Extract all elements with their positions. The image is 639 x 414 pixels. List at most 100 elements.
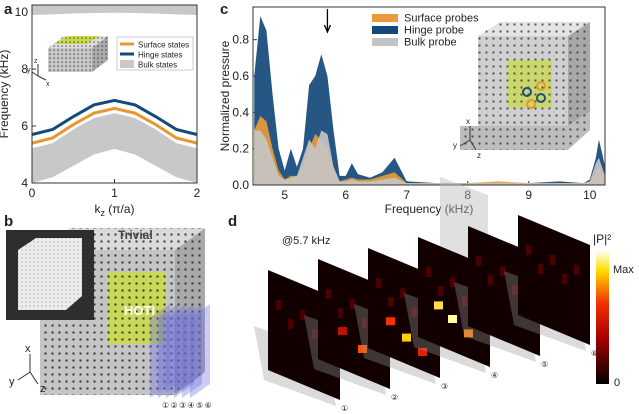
slice-texture: [300, 310, 305, 320]
x-tick-label: 1: [111, 186, 118, 200]
slice-label: ⑥: [591, 349, 598, 358]
hot-spot: [358, 345, 367, 353]
axis: [459, 139, 471, 147]
slice: [518, 215, 590, 345]
x-tick-label: 8: [464, 188, 471, 202]
axis-label: x: [25, 343, 31, 355]
slice-label: ①: [341, 404, 348, 413]
area: [254, 16, 605, 185]
line: [32, 98, 197, 137]
hot-spot: [418, 348, 427, 356]
panel-b: Trivial HOTI x y z: [6, 228, 210, 398]
legend-swatch: [372, 26, 398, 34]
axis: [17, 371, 31, 381]
trivial-label: Trivial: [118, 228, 153, 242]
slice-label: ④: [491, 371, 498, 380]
x-tick-label: 7: [403, 188, 410, 202]
axis-label: y: [9, 376, 15, 388]
slice-texture: [538, 264, 543, 274]
x-axis-label-part: (π/a): [105, 202, 135, 216]
colorbar-min: 0: [614, 377, 620, 389]
legend-label: Hinge states: [138, 51, 182, 60]
slice-texture: [550, 255, 555, 265]
slice-texture: [500, 266, 505, 276]
axis-label: y: [453, 141, 457, 150]
slice-plane: [166, 304, 186, 398]
annotation: @5.7 kHz: [282, 235, 330, 247]
bulk-band: [32, 5, 197, 15]
axis: [29, 371, 39, 385]
hot-spot: [338, 327, 347, 335]
slice-texture: [412, 307, 417, 317]
axis-label: y: [27, 67, 31, 74]
slice-texture: [562, 274, 567, 284]
line: [32, 106, 197, 145]
slice-label: ②: [391, 393, 398, 402]
plot-area: [32, 5, 197, 183]
slice-label: ④: [188, 401, 195, 410]
slice-texture: [512, 285, 517, 295]
panel-d: @5.7 kHz |P|² Max 0 ① ② ③ ④ ⑤ ⑥: [254, 177, 634, 413]
inset-c: x y z: [453, 22, 590, 160]
x-tick-label: 9: [525, 188, 532, 202]
panel-label: b: [4, 213, 13, 230]
hoti-label: HOTI: [124, 303, 155, 318]
plot-frame: [31, 4, 198, 184]
slice-texture: [574, 265, 579, 275]
slice-label: ③: [441, 382, 448, 391]
colorbar: [596, 250, 609, 384]
axis-label: z: [34, 58, 38, 65]
slice-label: ⑤: [196, 401, 203, 410]
chart: 0.0 0.2 0.4 0.6 0.8 5 6 7 8 9 10 Frequency (kHz) Nor…: [218, 6, 606, 216]
probe: [522, 87, 532, 97]
axis-label: x: [466, 117, 470, 126]
x-tick-label: 10: [583, 188, 597, 202]
axis-label: z: [477, 151, 481, 160]
slice-texture: [376, 278, 381, 288]
x-axis-label-part: z: [100, 208, 105, 218]
slice-label: ①: [162, 401, 169, 410]
slice-texture: [426, 267, 431, 277]
slice-texture: [488, 275, 493, 285]
y-tick-label: 0.2: [232, 142, 249, 156]
axis: [37, 75, 47, 81]
arrow: [323, 9, 332, 34]
slice-texture: [326, 289, 331, 299]
x-axis-label: kz (π/a): [94, 202, 134, 218]
inset-a: z y x: [27, 36, 108, 88]
x-tick-label: 2: [194, 186, 201, 200]
hot-spot: [448, 315, 457, 323]
bulk-band: [32, 113, 197, 183]
slice-plane: [190, 304, 210, 398]
axis-label: z: [40, 383, 46, 395]
slice-label: ②: [171, 401, 178, 410]
panel-label: c: [220, 1, 228, 18]
slice-texture: [450, 277, 455, 287]
x-axis-label: Frequency (kHz): [385, 202, 474, 216]
slice-plane: [174, 304, 194, 398]
slice-plane: [158, 304, 178, 398]
cube-dots: [48, 36, 108, 72]
y-tick-label: 8: [21, 62, 28, 76]
slice-texture: [476, 256, 481, 266]
legend-label: Bulk probe: [404, 37, 457, 49]
slice-texture: [288, 319, 293, 329]
slice-texture: [276, 300, 281, 310]
slice-label: ⑤: [541, 360, 548, 369]
legend-swatch: [372, 38, 398, 46]
x-axis-label-part: k: [94, 202, 101, 216]
y-tick-label: 6: [21, 119, 28, 133]
legend-label: Bulk states: [138, 61, 177, 70]
slice-texture: [438, 286, 443, 296]
y-tick-label: 0.0: [232, 178, 249, 192]
x-tick-label: 5: [281, 188, 288, 202]
y-tick-label: 0.4: [232, 105, 249, 119]
slice-texture: [312, 329, 317, 339]
hot-spot: [386, 317, 395, 326]
x-tick-label: 6: [342, 188, 349, 202]
slice-texture: [350, 299, 355, 309]
panel-label: d: [228, 213, 237, 230]
area: [254, 130, 605, 185]
y-tick-label: 0.6: [232, 69, 249, 83]
